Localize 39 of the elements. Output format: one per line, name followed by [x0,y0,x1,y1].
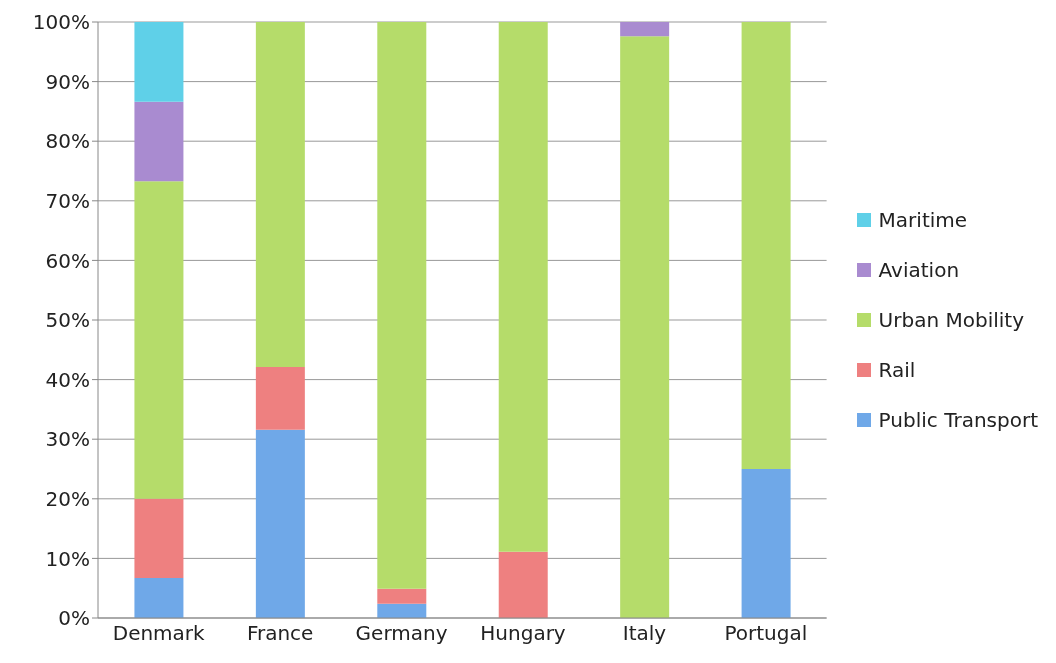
y-tick-label: 70% [45,188,90,213]
bar [134,101,184,182]
y-tick-label: 100% [32,10,90,35]
bar [134,22,184,102]
bar [620,22,670,37]
y-tick-label: 0% [58,606,90,631]
y-tick-label: 40% [45,367,90,392]
y-tick-label: 80% [45,129,90,154]
bar [620,36,670,618]
x-tick-label: Denmark [112,621,206,646]
bar [377,22,427,589]
bar [255,367,305,430]
bar [741,469,791,618]
legend-label: Aviation [878,258,960,282]
legend-label: Public Transport [878,408,1038,432]
y-tick-label: 90% [45,69,90,94]
bar [255,22,305,368]
bar [134,498,184,579]
y-tick-label: 30% [45,427,90,452]
x-tick-label: Portugal [724,621,808,646]
legend-label: Maritime [878,208,968,232]
bar [498,22,548,552]
y-tick-label: 50% [45,308,90,333]
x-tick-label: Germany [355,621,448,646]
bar [498,551,548,618]
y-tick-label: 20% [45,486,90,511]
x-tick-label: Italy [622,621,667,646]
x-tick-label: Hungary [480,621,566,646]
bar [377,603,427,618]
y-tick-label: 60% [45,248,90,273]
x-tick-label: France [246,621,314,646]
bar [134,578,184,618]
bar [377,588,427,604]
bar [134,181,184,499]
legend-label: Urban Mobility [878,308,1024,332]
legend-label: Rail [878,358,916,382]
bar [741,22,791,469]
y-tick-label: 10% [45,546,90,571]
bar [255,429,305,618]
